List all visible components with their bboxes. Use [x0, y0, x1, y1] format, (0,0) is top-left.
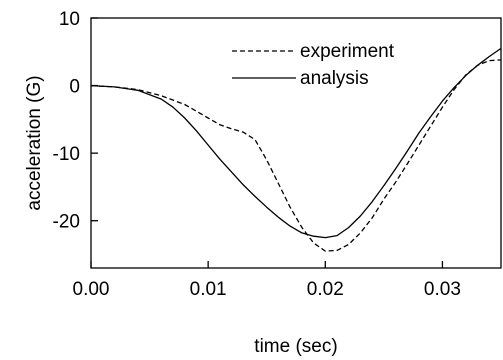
- x-tick-label: 0.00: [73, 279, 110, 300]
- series-line-analysis: [90, 47, 502, 239]
- legend-label-analysis: analysis: [300, 68, 369, 89]
- axis-tick-labels: 0.00 0.01 0.02 0.03 10 0 -10 -20: [53, 9, 461, 300]
- y-tick-label: 10: [59, 9, 80, 30]
- x-tick-label: 0.02: [307, 279, 344, 300]
- legend: experiment analysis: [232, 41, 395, 89]
- legend-label-experiment: experiment: [300, 41, 395, 62]
- y-tick-label: -20: [53, 212, 80, 233]
- y-tick-label: -10: [53, 144, 80, 165]
- y-tick-label: 0: [69, 77, 80, 98]
- x-tick-label: 0.01: [190, 279, 227, 300]
- y-axis-label: acceleration (G): [24, 75, 45, 210]
- series-layer: [90, 47, 502, 252]
- x-tick-label: 0.03: [424, 279, 461, 300]
- x-axis-label: time (sec): [254, 336, 337, 357]
- plot-frame: [90, 17, 502, 269]
- series-line-experiment: [90, 59, 502, 252]
